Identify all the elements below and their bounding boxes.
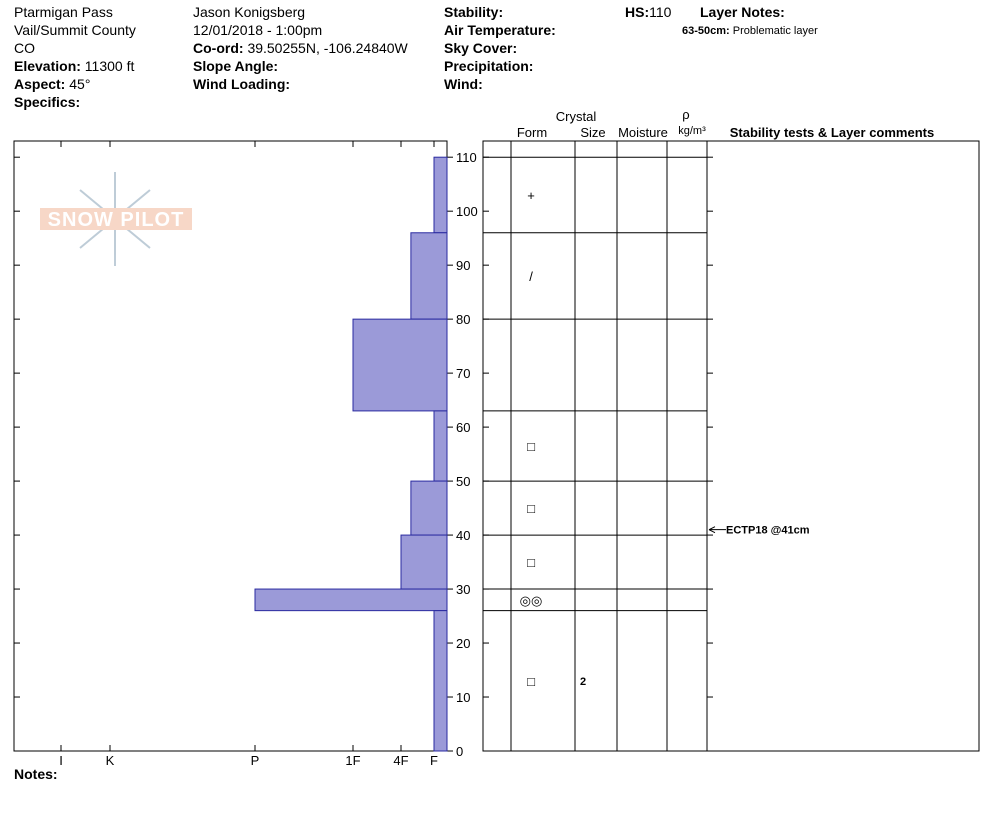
rho-header: ρ [682, 107, 689, 122]
slope-label: Slope Angle: [193, 58, 278, 74]
hardness-bar [433, 156, 448, 234]
hardness-bar [433, 610, 448, 752]
layer-note: 63-50cm: Problematic layer [682, 25, 818, 37]
x-tick-label: I [59, 753, 63, 768]
hs: HS:110 [625, 4, 672, 20]
x-tick-label: F [430, 753, 438, 768]
crystal-form: □ [527, 555, 535, 570]
value: 45° [69, 76, 90, 92]
hardness-bar [410, 480, 448, 536]
area: Vail/Summit County [14, 22, 136, 38]
wind-loading-label: Wind Loading: [193, 76, 290, 92]
crystal-header: Crystal [556, 109, 597, 124]
moisture-header: Moisture [618, 125, 668, 140]
coord: Co-ord: 39.50255N, -106.24840W [193, 40, 409, 56]
sky-label: Sky Cover: [444, 40, 517, 56]
logo: SNOW PILOT [40, 172, 192, 266]
x-tick-label: P [251, 753, 260, 768]
precip-label: Precipitation: [444, 58, 533, 74]
crystal-form: □ [527, 439, 535, 454]
y-tick-label: 60 [456, 420, 470, 435]
hardness-bar [352, 318, 448, 412]
y-tick-label: 110 [456, 150, 477, 165]
y-tick-label: 40 [456, 528, 470, 543]
layer-notes-label: Layer Notes: [700, 4, 785, 20]
location: Ptarmigan Pass [14, 4, 113, 20]
crystal-size: 2 [580, 676, 586, 688]
comments-header: Stability tests & Layer comments [730, 125, 934, 140]
y-tick-label: 70 [456, 366, 470, 381]
table-columns [510, 141, 708, 751]
label: Elevation: [14, 58, 81, 74]
test-label: ECTP18 @41cm [726, 525, 810, 537]
y-tick-label: 30 [456, 582, 470, 597]
crystal-form: □ [527, 501, 535, 516]
density-header: kg/m³ [678, 125, 706, 137]
hardness-bar [254, 588, 448, 612]
form-header: Form [517, 125, 547, 140]
label: HS: [625, 4, 649, 20]
state: CO [14, 40, 35, 56]
y-tick-label: 0 [456, 744, 463, 759]
value: 11300 ft [85, 58, 135, 74]
datetime: 12/01/2018 - 1:00pm [193, 22, 322, 38]
wind-label: Wind: [444, 76, 483, 92]
notes-label: Notes: [14, 766, 58, 782]
crystal-form: / [529, 269, 533, 284]
value: 39.50255N, -106.24840W [247, 40, 408, 56]
value: 110 [649, 4, 672, 20]
table-frame [482, 140, 980, 752]
test-arrow [708, 526, 726, 534]
y-tick-label: 50 [456, 474, 470, 489]
observer: Jason Konigsberg [193, 4, 305, 20]
y-tick-label: 100 [456, 204, 478, 219]
crystal-form: □ [527, 674, 535, 689]
air-temp-label: Air Temperature: [444, 22, 556, 38]
y-tick-label: 10 [456, 690, 470, 705]
stability-label: Stability: [444, 4, 503, 20]
y-tick-label: 80 [456, 312, 470, 327]
aspect: Aspect: 45° [14, 76, 90, 92]
crystal-form: ◎◎ [520, 593, 543, 608]
text: Problematic layer [733, 25, 818, 37]
size-header: Size [580, 125, 605, 140]
hardness-frame [13, 140, 448, 752]
specifics-label: Specifics: [14, 94, 80, 110]
crystal-form: + [527, 188, 535, 203]
y-tick-label: 90 [456, 258, 470, 273]
y-tick-label: 20 [456, 636, 470, 651]
hardness-bar [400, 534, 448, 590]
range: 63-50cm: [682, 25, 730, 37]
label: Aspect: [14, 76, 65, 92]
hardness-bar [433, 410, 448, 482]
hardness-bar [410, 232, 448, 320]
elevation: Elevation: 11300 ft [14, 58, 134, 74]
x-tick-label: 4F [393, 753, 408, 768]
x-tick-label: K [106, 753, 115, 768]
x-tick-label: 1F [345, 753, 360, 768]
logo-text: SNOW PILOT [48, 209, 185, 231]
label: Co-ord: [193, 40, 244, 56]
